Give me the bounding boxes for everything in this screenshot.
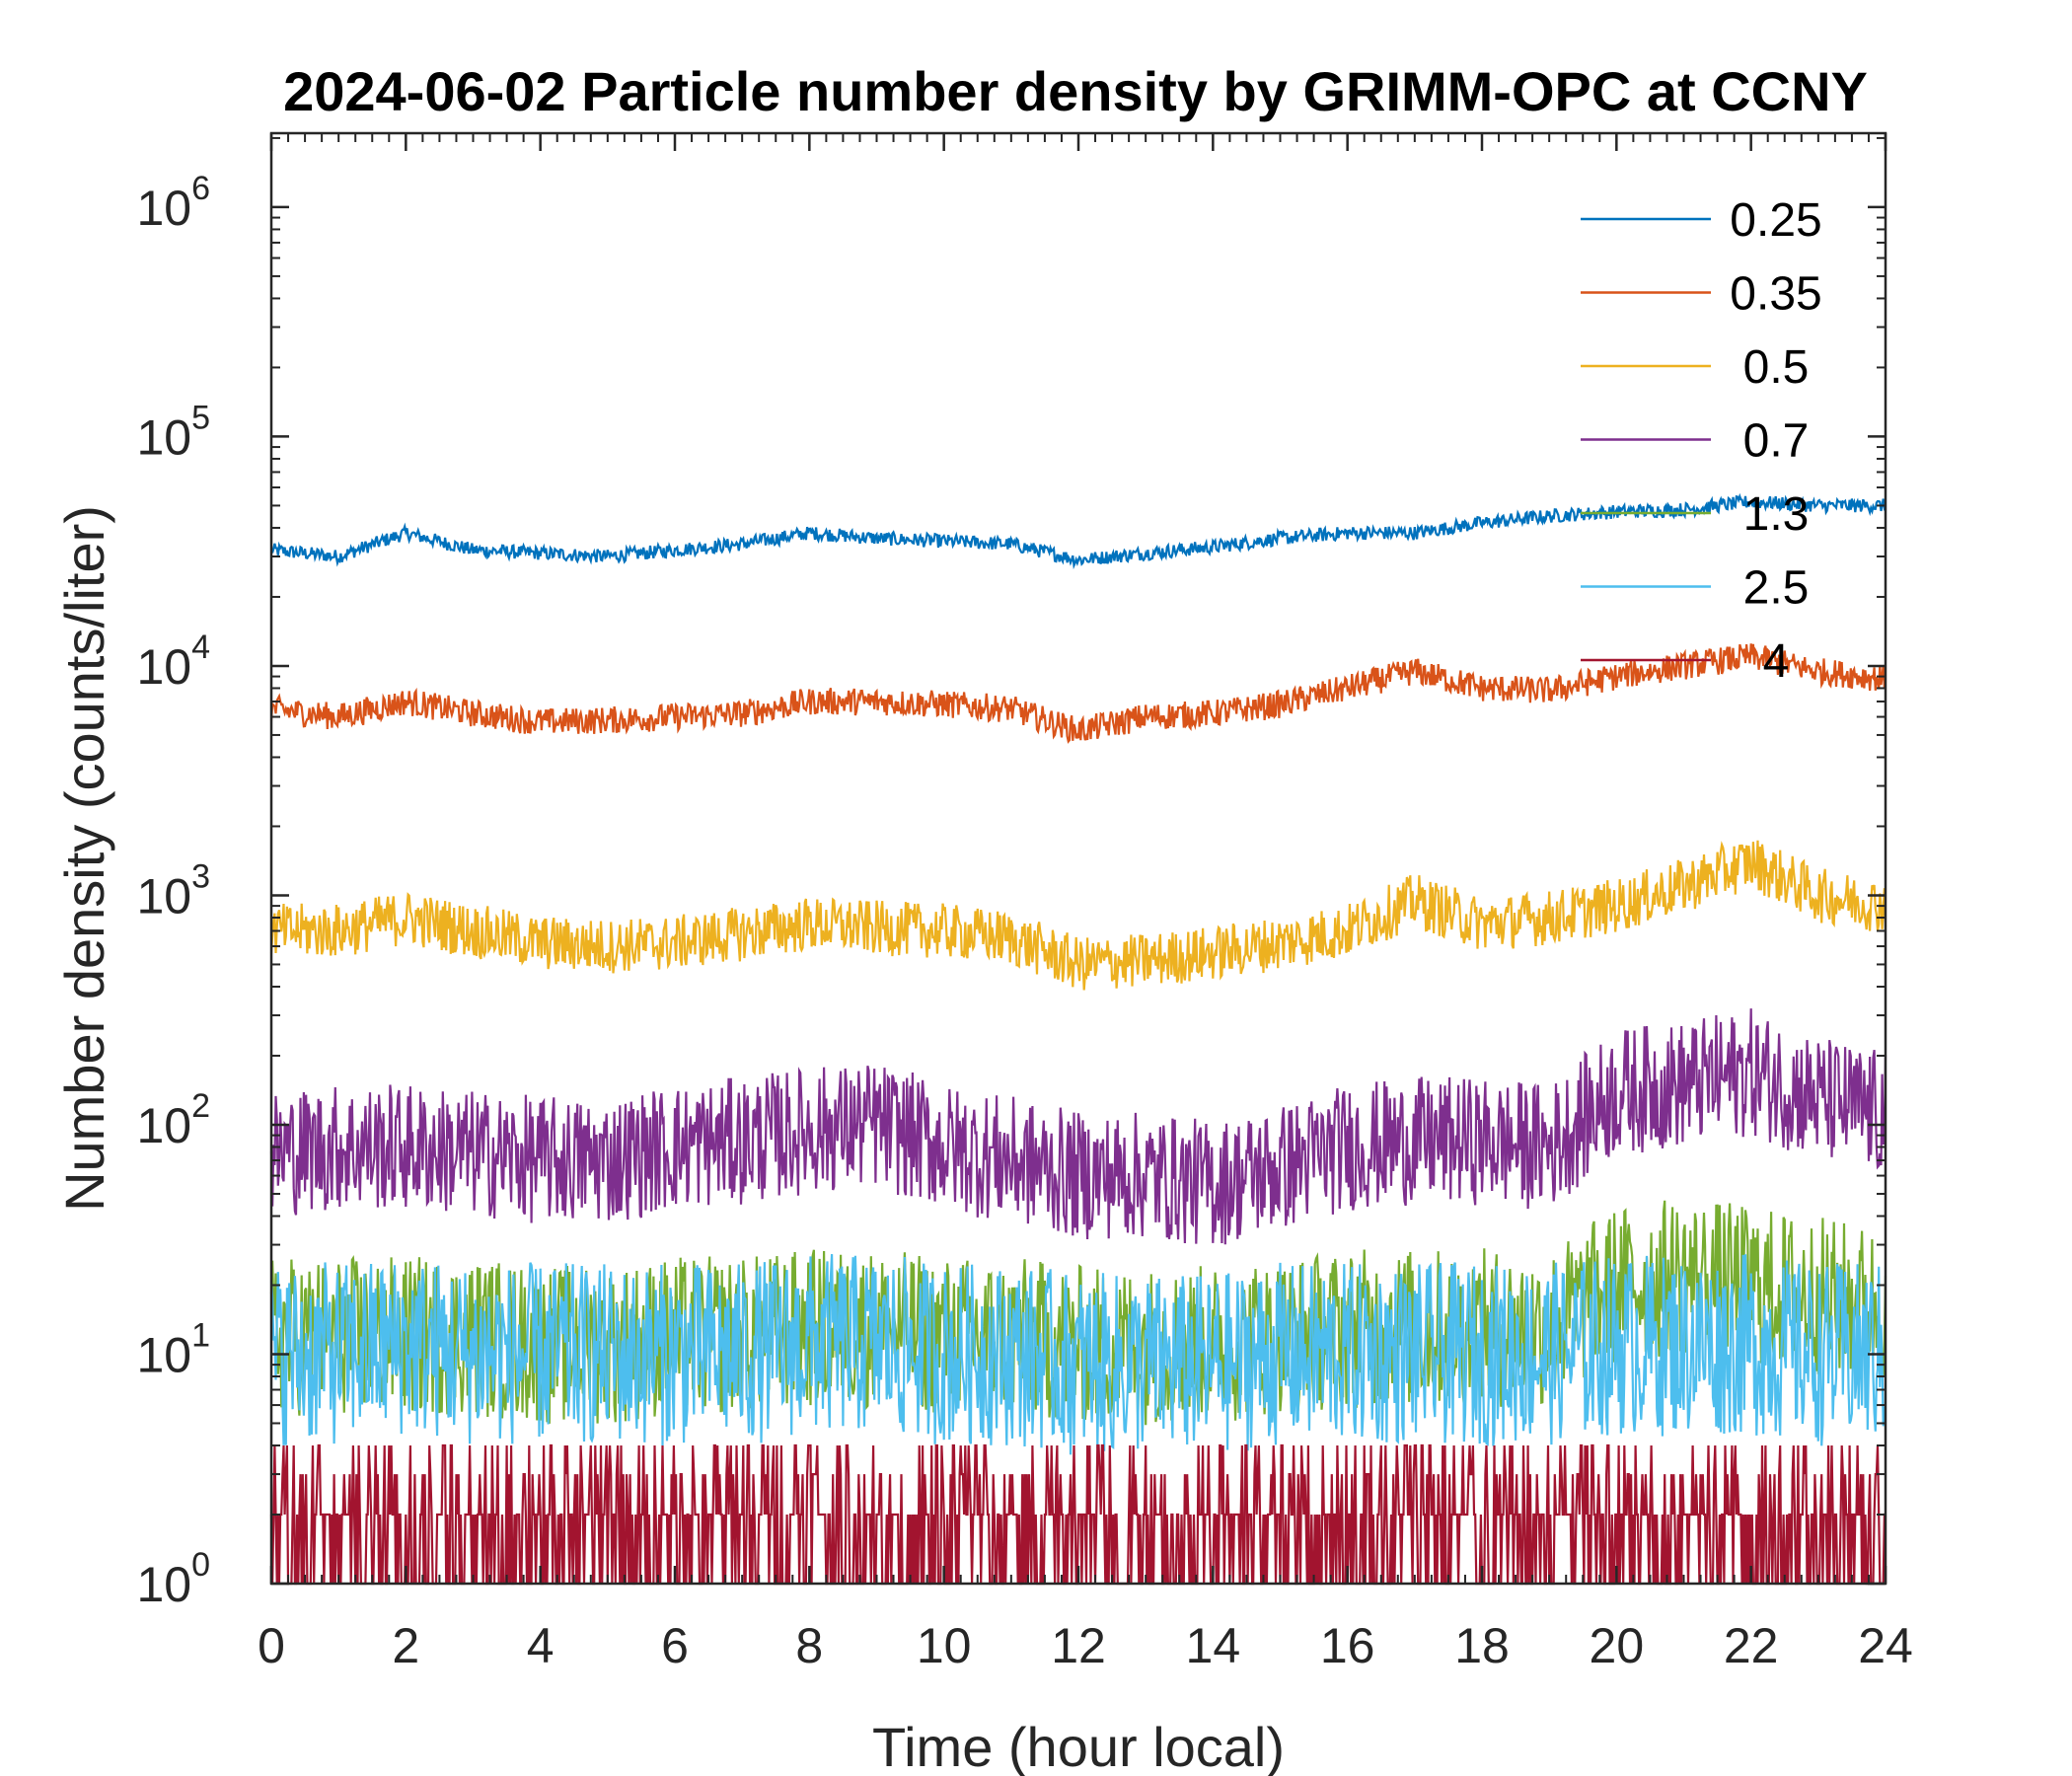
x-tick-label: 8 [795,1618,823,1673]
x-tick-label: 18 [1454,1618,1510,1673]
chart-title: 2024-06-02 Particle number density by GR… [283,60,1868,122]
y-tick-label: 101 [136,1316,210,1382]
legend-label-0.7: 0.7 [1743,415,1810,468]
legend-label-0.5: 0.5 [1743,341,1810,394]
y-tick-label: 106 [136,170,210,236]
legend-label-2.5: 2.5 [1743,562,1810,615]
x-tick-label: 10 [917,1618,972,1673]
x-tick-label: 24 [1858,1618,1913,1673]
x-tick-label: 6 [661,1618,689,1673]
x-axis-label: Time (hour local) [872,1716,1285,1776]
x-tick-label: 2 [392,1618,419,1673]
y-tick-label: 105 [136,399,210,465]
x-tick-label: 14 [1186,1618,1241,1673]
x-tick-label: 16 [1320,1618,1375,1673]
y-tick-label: 103 [136,857,210,924]
series-line-0.35 [269,643,1887,744]
x-tick-label: 20 [1590,1618,1645,1673]
legend: 0.25 0.35 0.5 0.7 1.3 2.5 4 [1581,194,1822,688]
x-tick-label: 12 [1051,1618,1106,1673]
series-line-4 [269,1443,1886,1586]
series-line-0.25 [269,492,1887,570]
axes: 0 2 4 6 8 10 12 14 16 18 20 22 241001011021031041051… [136,131,1913,1673]
series-line-0.5 [269,840,1887,991]
legend-label-4: 4 [1763,635,1790,688]
series-layer [269,492,1887,1586]
y-axis-label: Number density (counts/liter) [53,505,115,1212]
x-tick-label: 0 [258,1618,285,1673]
y-tick-label: 100 [136,1546,210,1612]
legend-label-0.35: 0.35 [1730,268,1821,321]
y-tick-label: 102 [136,1087,210,1153]
x-tick-label: 4 [527,1618,555,1673]
legend-label-0.25: 0.25 [1730,194,1821,247]
legend-label-1.3: 1.3 [1743,488,1810,541]
series-line-0.7 [269,1008,1887,1245]
y-tick-label: 104 [136,629,210,695]
series-line-2.5 [269,1254,1887,1455]
x-tick-label: 22 [1724,1618,1779,1673]
